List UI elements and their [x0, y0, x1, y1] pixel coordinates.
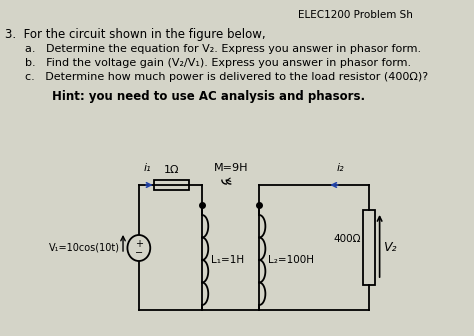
Text: 3.  For the circuit shown in the figure below,: 3. For the circuit shown in the figure b…	[5, 28, 266, 41]
Text: ELEC1200 Problem Sh: ELEC1200 Problem Sh	[298, 10, 413, 20]
Text: b.   Find the voltage gain (V₂/V₁). Express you answer in phasor form.: b. Find the voltage gain (V₂/V₁). Expres…	[25, 58, 411, 68]
Text: M=9H: M=9H	[213, 163, 248, 173]
Text: 400Ω: 400Ω	[334, 235, 361, 245]
Text: i₁: i₁	[144, 163, 151, 173]
Text: +: +	[135, 239, 143, 249]
Text: c.   Determine how much power is delivered to the load resistor (400Ω)?: c. Determine how much power is delivered…	[25, 72, 428, 82]
Text: V₂: V₂	[383, 241, 397, 254]
Text: L₁=1H: L₁=1H	[211, 255, 244, 265]
Text: −: −	[135, 248, 143, 258]
Bar	[154, 180, 189, 190]
Text: 1Ω: 1Ω	[164, 165, 179, 175]
Text: L₂=100H: L₂=100H	[268, 255, 314, 265]
Text: V₁=10cos(10t): V₁=10cos(10t)	[49, 243, 120, 253]
Text: a.   Determine the equation for V₂. Express you answer in phasor form.: a. Determine the equation for V₂. Expres…	[25, 44, 421, 54]
Text: i₂: i₂	[337, 163, 344, 173]
Text: Hint: you need to use AC analysis and phasors.: Hint: you need to use AC analysis and ph…	[52, 90, 365, 103]
Bar	[363, 210, 375, 285]
